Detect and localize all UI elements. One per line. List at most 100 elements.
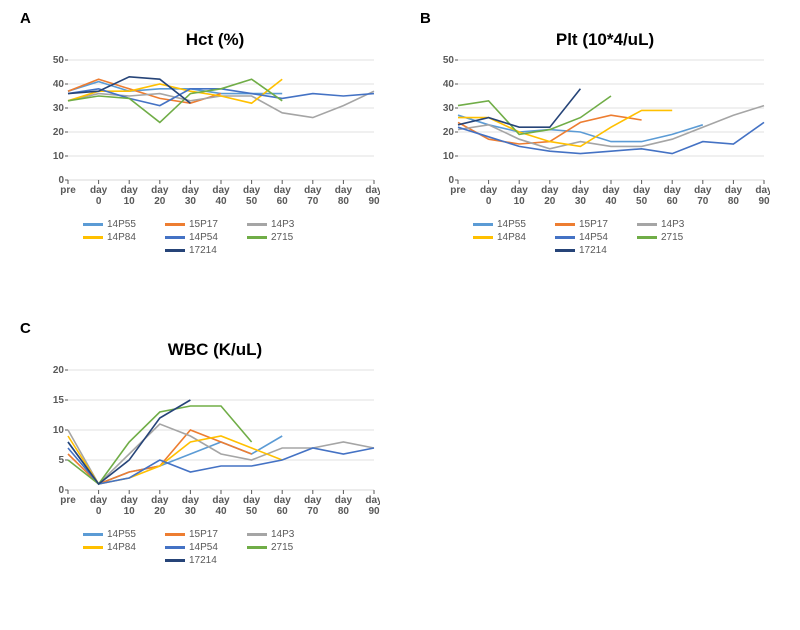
legend-swatch [83,533,103,536]
legend-label: 14P84 [497,232,526,243]
svg-text:50: 50 [246,506,258,517]
svg-text:60: 60 [277,196,289,207]
svg-text:day: day [151,185,169,196]
svg-text:day: day [90,185,108,196]
svg-text:30: 30 [575,196,587,207]
legend-swatch [637,223,657,226]
svg-text:day: day [541,185,559,196]
svg-text:day: day [572,185,590,196]
svg-text:0: 0 [96,506,102,517]
svg-text:day: day [365,185,380,196]
svg-text:10: 10 [514,196,526,207]
series-line-2715 [458,96,611,134]
svg-text:40: 40 [215,506,227,517]
svg-text:20: 20 [154,506,166,517]
svg-text:90: 90 [368,196,380,207]
legend-item-14P84: 14P84 [473,232,543,243]
legend-item-14P3: 14P3 [247,529,317,540]
panel-label-c: C [20,320,31,337]
legend-item-14P84: 14P84 [83,542,153,553]
chart-legend: 14P5515P1714P314P8414P54271517214 [40,218,360,257]
svg-text:10: 10 [443,151,455,162]
svg-text:10: 10 [124,196,136,207]
svg-text:70: 70 [697,196,709,207]
legend-label: 14P55 [497,219,526,230]
legend-label: 14P55 [107,219,136,230]
svg-text:20: 20 [53,127,65,138]
legend-label: 14P84 [107,542,136,553]
legend-label: 14P55 [107,529,136,540]
svg-text:90: 90 [758,196,770,207]
svg-text:40: 40 [53,79,65,90]
legend-label: 2715 [661,232,683,243]
chart-legend: 14P55 15P17 14P3 14P84 14P54 2715 17214 [430,218,750,257]
chart-legend: 14P55 15P17 14P3 14P84 14P54 2715 17214 [40,528,360,567]
legend-item-17214: 17214 [165,245,235,256]
legend-label: 17214 [189,555,217,566]
svg-text:50: 50 [636,196,648,207]
svg-text:day: day [243,495,261,506]
legend-label: 14P84 [107,232,136,243]
svg-text:day: day [633,185,651,196]
svg-text:day: day [335,185,353,196]
svg-text:pre: pre [60,185,76,196]
svg-text:day: day [151,495,169,506]
legend-swatch [555,223,575,226]
svg-text:day: day [511,185,529,196]
legend-swatch [83,223,103,226]
legend-swatch [555,249,575,252]
svg-text:day: day [755,185,770,196]
legend-label: 14P3 [661,219,684,230]
svg-text:70: 70 [307,506,319,517]
svg-text:day: day [365,495,380,506]
legend-swatch [165,223,185,226]
chart-plt: Plt (10*4/uL)01020304050preday0day10day2… [430,30,780,257]
legend-label: 15P17 [189,219,218,230]
svg-text:day: day [274,495,292,506]
svg-text:day: day [694,185,712,196]
legend-label: 14P3 [271,219,294,230]
legend-item-15P17: 15P17 [165,529,235,540]
legend-item-17214: 17214 [165,555,235,566]
legend-item-2715: 2715 [247,542,317,553]
legend-swatch [247,546,267,549]
legend-swatch [83,546,103,549]
svg-text:30: 30 [185,506,197,517]
svg-text:50: 50 [53,55,65,66]
svg-text:20: 20 [53,365,65,376]
svg-text:day: day [480,185,498,196]
chart-title: WBC (K/uL) [40,340,390,360]
legend-item-17214: 17214 [555,245,625,256]
legend-label: 15P17 [579,219,608,230]
series-line-15P17 [68,430,252,484]
svg-text:5: 5 [58,455,64,466]
legend-swatch [473,223,493,226]
svg-text:80: 80 [728,196,740,207]
legend-item-14P54: 14P54 [555,232,625,243]
svg-text:80: 80 [338,506,350,517]
legend-item-15P17: 15P17 [555,219,625,230]
legend-swatch [165,249,185,252]
svg-text:30: 30 [443,103,455,114]
legend-swatch [247,533,267,536]
legend-label: 14P3 [271,529,294,540]
svg-text:10: 10 [53,151,65,162]
svg-text:20: 20 [544,196,556,207]
legend-item-14P84: 14P84 [83,232,153,243]
legend-label: 17214 [189,245,217,256]
svg-text:10: 10 [53,425,65,436]
legend-item-14P54: 14P54 [165,232,235,243]
svg-text:day: day [182,185,200,196]
legend-label: 14P54 [189,232,218,243]
svg-text:30: 30 [185,196,197,207]
legend-item-14P3: 14P3 [637,219,707,230]
legend-item-14P55: 14P55 [83,529,153,540]
legend-item-14P54: 14P54 [165,542,235,553]
svg-text:20: 20 [443,127,455,138]
svg-text:60: 60 [277,506,289,517]
legend-item-2715: 2715 [637,232,707,243]
svg-text:day: day [304,495,322,506]
series-line-14P3 [68,424,374,484]
svg-text:10: 10 [124,506,136,517]
svg-text:pre: pre [60,495,76,506]
